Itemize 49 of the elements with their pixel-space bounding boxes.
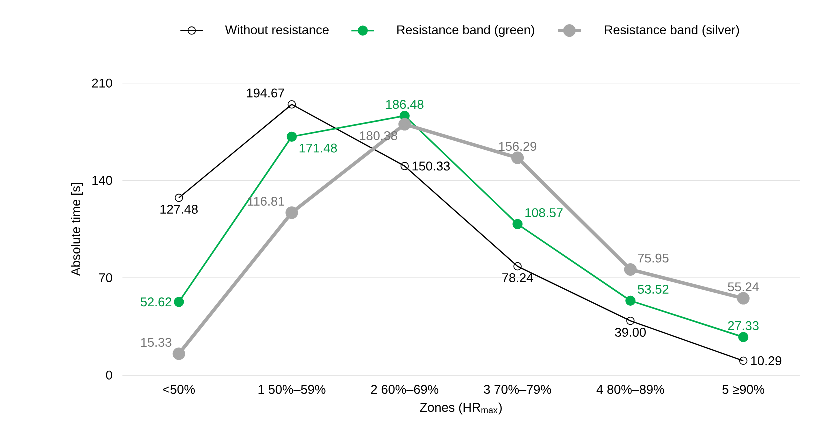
data-label: 39.00 (615, 328, 646, 337)
data-label: 52.62 (140, 298, 172, 307)
data-label: 75.95 (638, 254, 669, 263)
y-tick-label: 210 (92, 78, 112, 88)
data-label: 78.24 (502, 273, 534, 282)
legend-label: Resistance band (silver) (605, 25, 740, 38)
point (288, 100, 296, 109)
x-tick-label: <50% (163, 385, 196, 394)
data-label: 108.57 (526, 208, 563, 218)
point (398, 118, 412, 131)
data-label: 53.52 (638, 285, 669, 294)
point (174, 297, 184, 308)
point (172, 348, 186, 360)
data-label: 156.29 (499, 142, 537, 152)
data-label: 171.48 (300, 144, 338, 153)
point (737, 292, 750, 305)
data-label: 55.24 (728, 282, 760, 292)
x-tick-label: 2 60%–69% (371, 385, 439, 394)
x-tick-label: 4 80%–89% (596, 385, 664, 394)
point (738, 332, 749, 342)
point (286, 132, 298, 142)
data-label: 186.48 (386, 100, 424, 110)
point (626, 296, 636, 306)
point (512, 152, 524, 164)
y-tick-label: 140 (92, 176, 112, 186)
point (174, 194, 184, 202)
data-label: 15.33 (141, 338, 172, 348)
data-label: 10.29 (751, 356, 782, 366)
x-tick-label: 3 70%–79% (484, 385, 552, 394)
point (514, 262, 522, 271)
legend-label: Resistance band (green) (398, 25, 534, 38)
data-label: 150.33 (412, 162, 450, 171)
point (626, 316, 635, 326)
point (624, 263, 637, 276)
x-tick-label: 5 ≥90% (722, 385, 765, 394)
data-label: 127.48 (160, 205, 198, 214)
point (739, 356, 748, 366)
data-label: 116.81 (248, 197, 284, 206)
y-tick-label: 0 (106, 370, 112, 380)
y-tick-label: 70 (99, 274, 112, 282)
x-tick-label: 1 50%–59% (258, 385, 326, 394)
point (512, 219, 523, 230)
y-axis-title: Absolute time [s] (71, 183, 84, 276)
data-label: 27.33 (728, 321, 759, 330)
legend-label: Without resistance (225, 25, 329, 35)
x-axis-title: Zones (HR$_{max}$) (420, 402, 502, 415)
data-label: 194.67 (247, 88, 284, 98)
point (400, 162, 410, 170)
point (286, 206, 298, 220)
